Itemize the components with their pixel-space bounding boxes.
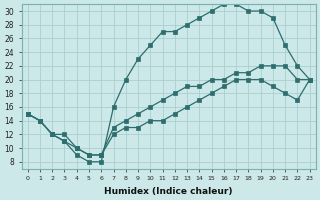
X-axis label: Humidex (Indice chaleur): Humidex (Indice chaleur) — [104, 187, 233, 196]
